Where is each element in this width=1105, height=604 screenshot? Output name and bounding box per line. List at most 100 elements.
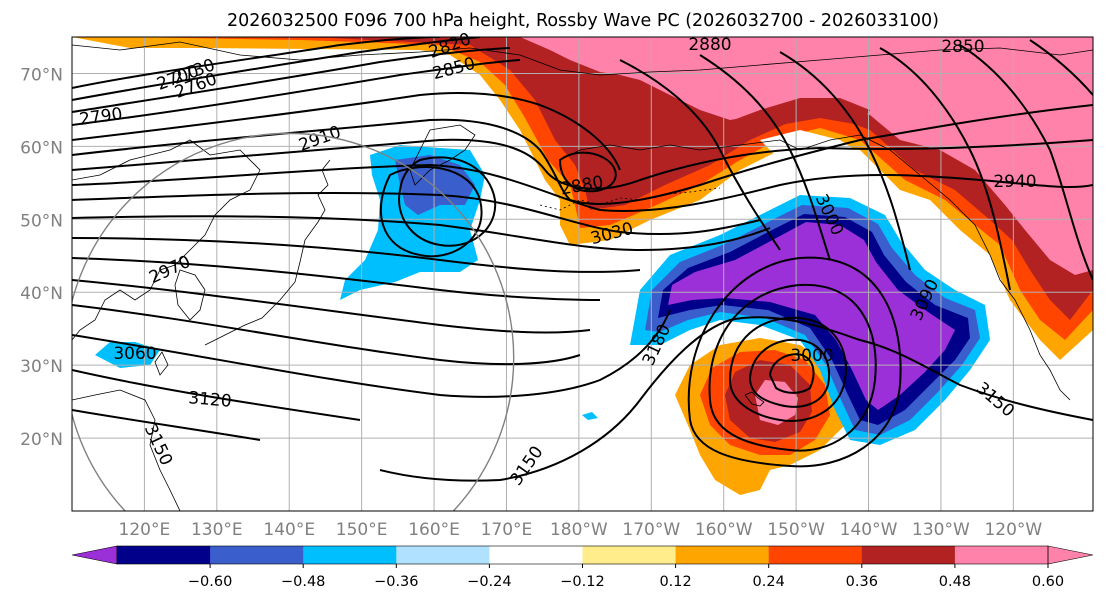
colorbar-extend-low: [71, 545, 118, 565]
contour-line: [72, 279, 591, 334]
contour-line: [72, 409, 261, 441]
contour-line: [72, 369, 361, 421]
contour-label: 2940: [993, 172, 1036, 192]
map-title: 2026032500 F096 700 hPa height, Rossby W…: [227, 11, 939, 31]
contour-line: [72, 304, 581, 366]
coastline-taiwan: [154, 351, 169, 376]
longitude-label: 120°E: [119, 520, 171, 540]
contour-line: [72, 215, 771, 252]
longitude-label: 120°W: [984, 520, 1042, 540]
longitude-label: 140°E: [263, 520, 315, 540]
contour-line: [687, 256, 902, 468]
longitude-label: 140°W: [840, 520, 898, 540]
longitude-label: 130°W: [912, 520, 970, 540]
longitude-label: 170°W: [622, 520, 680, 540]
contour-line: [699, 54, 831, 261]
coastline-korea: [174, 269, 206, 321]
colorbar-tick-label: 0.24: [753, 574, 785, 590]
colorbar: −0.60 −0.48 −0.36 −0.24 −0.12 0.12 0.24 0.36 0.4…: [71, 545, 1094, 590]
contour-line: [72, 59, 521, 126]
colorbar-tick-label: 0.12: [659, 574, 691, 590]
colorbar-swatch: [954, 546, 1049, 564]
reference-circle: [72, 132, 515, 511]
coastlines: [72, 41, 1093, 511]
colorbar-tick-label: 0.36: [846, 574, 878, 590]
contour-label: 3000: [790, 346, 833, 366]
negative-anomaly-speck: [582, 412, 598, 420]
latitude-label: 20°N: [20, 430, 63, 450]
colorbar-swatch: [675, 546, 770, 564]
contour-line: [72, 309, 671, 398]
coastline-asia: [72, 139, 261, 341]
negative-anomaly-west-blue: [395, 155, 475, 215]
coastline-hawaii: [744, 391, 765, 407]
contour-label: 2790: [78, 104, 124, 130]
contour-line: [779, 51, 911, 271]
positive-anomaly-pink-core: [520, 37, 1093, 275]
latitude-label: 40°N: [20, 284, 63, 304]
longitude-label: 160°E: [408, 520, 460, 540]
contour-line: [72, 92, 621, 171]
contour-line: [72, 47, 511, 113]
contour-line: [879, 47, 1011, 291]
latitude-label: 70°N: [20, 65, 63, 85]
colorbar-tick-label: 0.48: [939, 574, 971, 590]
longitude-label: 130°E: [191, 520, 243, 540]
contour-line: [72, 191, 761, 236]
coastline-alaska: [559, 134, 1071, 401]
contour-line: [619, 59, 781, 251]
colorbar-tick-label: −0.36: [374, 574, 418, 590]
colorbar-swatch: [582, 546, 677, 564]
contour-line: [398, 156, 497, 247]
longitude-labels: 120°E 130°E 140°E 150°E 160°E 170°E 180°W 170°W…: [119, 520, 1043, 540]
contour-label: 2850: [941, 37, 984, 57]
coastline-china-south: [72, 389, 181, 511]
latitude-label: 60°N: [20, 138, 63, 158]
latitude-label: 50°N: [20, 211, 63, 231]
longitude-label: 180°W: [550, 520, 608, 540]
contour-line: [72, 37, 481, 101]
coastline-japan: [204, 159, 331, 346]
contour-label: 2880: [688, 35, 731, 55]
contour-line: [72, 37, 441, 89]
map-frame: [71, 36, 1094, 512]
colorbar-tick-label: −0.60: [188, 574, 232, 590]
colorbar-swatch: [303, 546, 397, 564]
contour-line: [72, 237, 641, 273]
positive-anomaly-south-pink: [755, 380, 798, 425]
contour-line: [1029, 39, 1093, 96]
latitude-label: 30°N: [20, 357, 63, 377]
negative-anomaly-east-purple: [668, 222, 955, 410]
colorbar-swatch: [396, 546, 490, 564]
contour-line: [379, 316, 1093, 482]
colorbar-swatch: [210, 546, 304, 564]
longitude-label: 160°W: [695, 520, 753, 540]
latitude-labels: 70°N 60°N 50°N 40°N 30°N 20°N: [20, 65, 63, 450]
contour-line: [748, 338, 830, 408]
contour-line: [72, 138, 1093, 190]
contour-label: 2970: [146, 252, 194, 288]
contour-line: [768, 353, 815, 394]
contour-label: 3120: [188, 388, 233, 412]
contour-label: 3150: [506, 443, 547, 490]
contour-label: 3150: [140, 421, 176, 469]
coastline-aleutians: [539, 187, 721, 211]
positive-anomaly-darkred-inner: [580, 95, 870, 160]
contour-line: [959, 44, 1093, 281]
colorbar-tick-label: −0.24: [467, 574, 511, 590]
contour-line: [379, 166, 483, 258]
coastline-north-arctic: [72, 41, 1093, 76]
height-contour-lines: [72, 37, 1093, 482]
colorbar-extend-high: [1047, 545, 1094, 565]
colorbar-tick-label: −0.12: [560, 574, 604, 590]
contour-line: [72, 257, 601, 301]
colorbar-swatch: [768, 546, 863, 564]
colorbar-tick-label: 0.60: [1032, 574, 1064, 590]
longitude-label: 150°E: [336, 520, 388, 540]
contour-line: [708, 283, 877, 452]
contour-line: [728, 316, 847, 422]
contour-label: 3060: [113, 344, 156, 364]
colorbar-tick-label: −0.48: [281, 574, 325, 590]
negative-anomaly-tiny: [95, 342, 160, 368]
